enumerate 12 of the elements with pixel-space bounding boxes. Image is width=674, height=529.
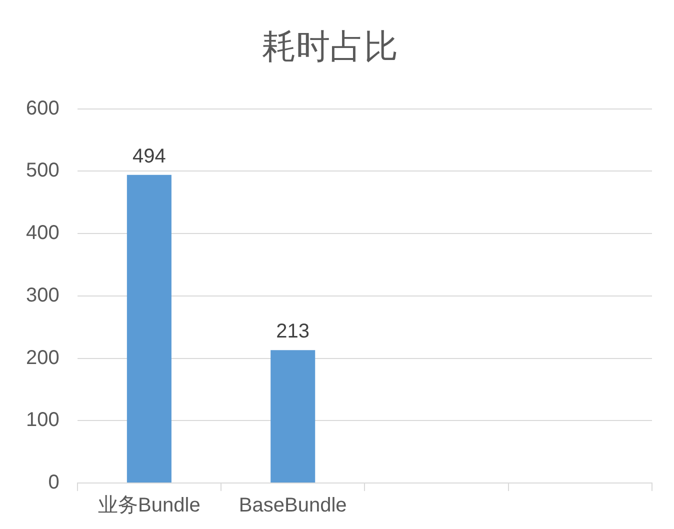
y-tick-label: 600 [26, 97, 60, 120]
y-tick-label: 300 [26, 284, 60, 306]
data-label: 213 [276, 320, 310, 343]
chart-title: 耗时占比 [262, 28, 398, 66]
y-tick-label: 500 [26, 160, 60, 182]
x-tick-label: 业务Bundle [98, 494, 200, 517]
y-tick-label: 0 [48, 472, 60, 494]
x-tick-label: BaseBundle [238, 494, 347, 517]
y-tick-label: 100 [26, 409, 60, 432]
y-tick-label: 400 [26, 222, 60, 244]
data-label: 494 [132, 145, 166, 168]
y-tick-label: 200 [26, 346, 60, 369]
